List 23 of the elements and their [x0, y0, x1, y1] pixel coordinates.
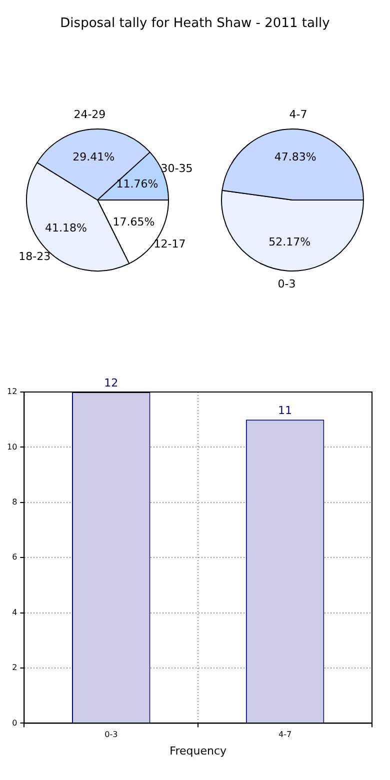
slice-label: 30-35: [160, 162, 193, 176]
chart-title: Disposal tally for Heath Shaw - 2011 tally: [59, 15, 331, 33]
y-tick-label: 12: [6, 387, 18, 396]
y-tick-label: 8: [12, 497, 18, 506]
slice-label: 18-23: [18, 250, 51, 264]
y-tick-label: 6: [12, 552, 18, 562]
slice-label: 0-3: [278, 278, 296, 291]
y-tick-label: 0: [12, 718, 18, 728]
slice-label: 4-7: [289, 108, 308, 122]
y-tick-label: 2: [12, 663, 18, 672]
data-label: 41.18%: [45, 222, 87, 235]
data-label: 11: [278, 404, 292, 417]
data-label: 12: [104, 376, 118, 390]
data-label: 29.41%: [72, 150, 115, 164]
data-label: 52.17%: [268, 235, 311, 248]
slice-label: 12-17: [154, 238, 186, 251]
y-tick-label: 10: [6, 442, 18, 452]
y-tick-label: 4: [12, 608, 18, 617]
x-axis-title: Frequency: [170, 744, 227, 758]
data-label: 47.83%: [274, 150, 316, 164]
slice-label: 24-29: [74, 108, 106, 122]
data-label: 11.76%: [116, 177, 158, 190]
data-label: 17.65%: [112, 215, 155, 228]
